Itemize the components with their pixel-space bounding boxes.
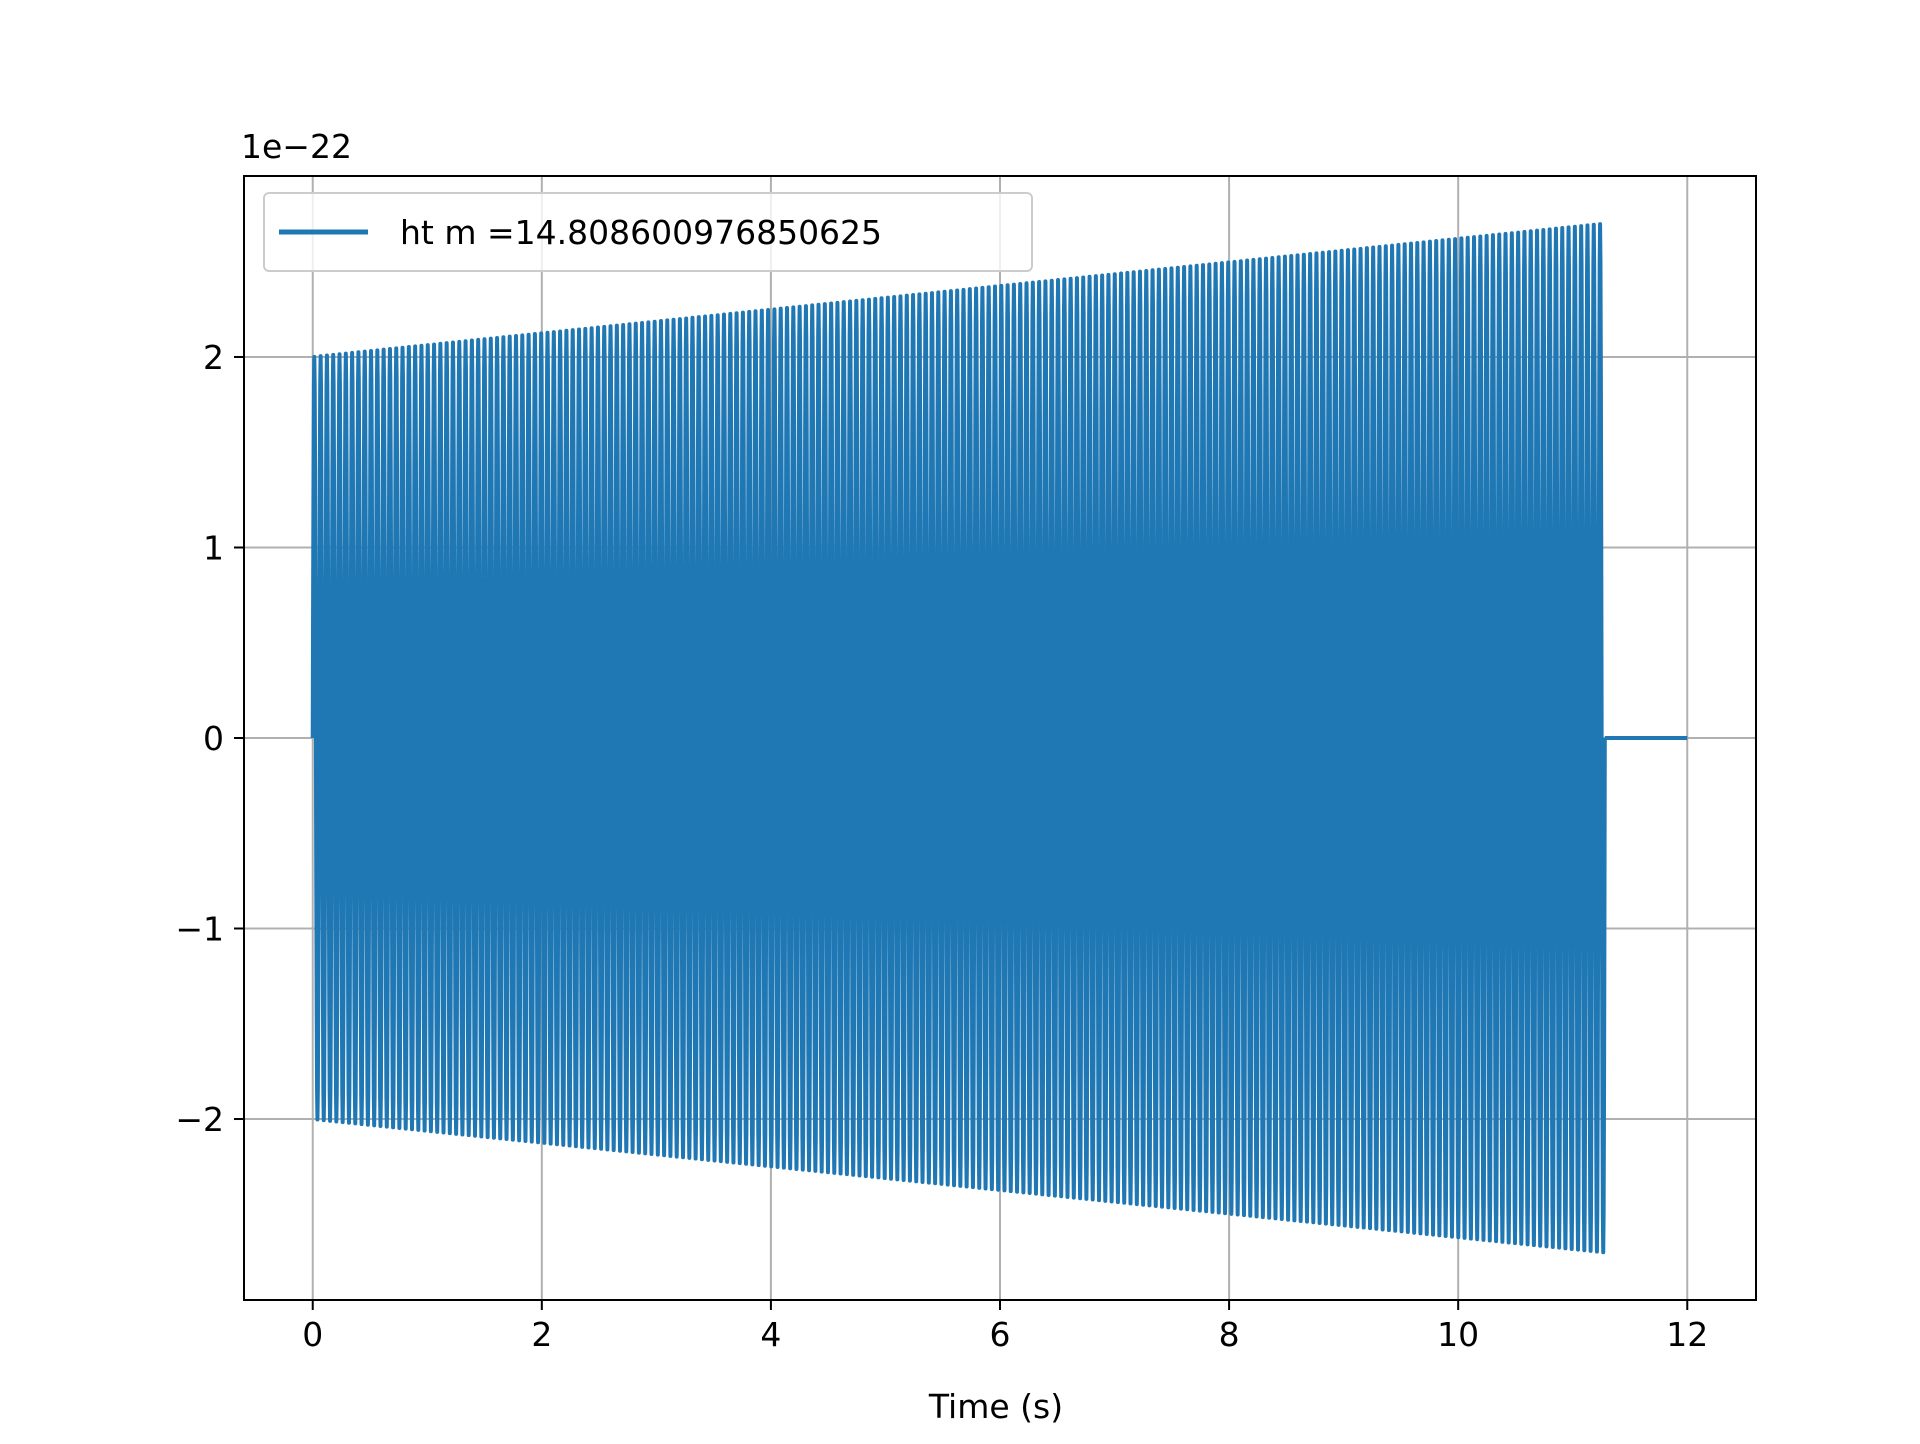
legend-label: ht m =14.808600976850625 (400, 213, 882, 252)
y-tick-label: −1 (175, 910, 224, 949)
legend: ht m =14.808600976850625 (263, 192, 1033, 272)
y-tick-label: 2 (203, 338, 224, 377)
x-tick-label: 4 (760, 1315, 781, 1354)
x-tick-label: 6 (990, 1315, 1011, 1354)
x-tick-label: 10 (1437, 1315, 1479, 1354)
x-tick-label: 0 (302, 1315, 323, 1354)
y-tick-label: 1 (203, 528, 224, 567)
y-tick-label: −2 (175, 1100, 224, 1139)
y-tick-label: 0 (203, 719, 224, 758)
x-tick-label: 2 (531, 1315, 552, 1354)
x-axis-label: Time (s) (928, 1387, 1063, 1426)
y-axis-ticks: −2 −1 0 1 2 (175, 338, 244, 1139)
series-line (310, 222, 1607, 1255)
x-axis-ticks: 0 2 4 6 8 10 12 (302, 1300, 1708, 1354)
x-tick-label: 8 (1219, 1315, 1240, 1354)
x-tick-label: 12 (1666, 1315, 1708, 1354)
plot-area (310, 222, 1688, 1255)
legend-frame (263, 192, 1033, 272)
y-axis-offset-label: 1e−22 (241, 127, 352, 166)
